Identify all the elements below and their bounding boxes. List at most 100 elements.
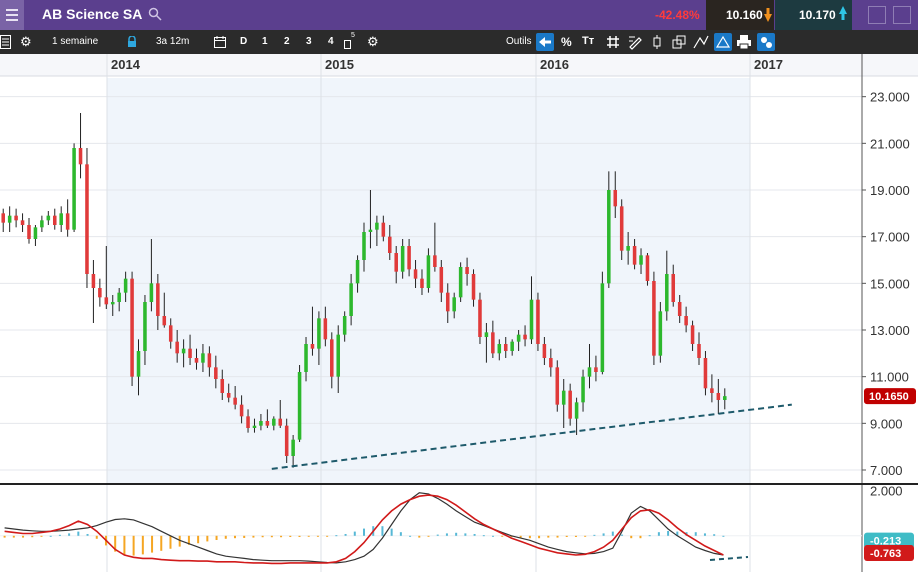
ask-box[interactable]: 10.170 — [775, 0, 852, 30]
candle-body — [194, 358, 199, 363]
candle-body — [175, 341, 179, 354]
interval-3-button[interactable]: 3 — [306, 36, 312, 47]
candle-body — [149, 283, 154, 302]
candle-body — [330, 339, 334, 377]
candle-body — [110, 302, 115, 305]
candle-body — [162, 316, 167, 326]
arrow-left-tool[interactable] — [536, 33, 554, 51]
alert-tool-icon[interactable] — [714, 33, 732, 51]
draw-tool-icon[interactable] — [692, 33, 710, 51]
year-label: 2017 — [754, 57, 783, 72]
chart-canvas[interactable]: 23.000 21.000 19.000 17.000 15.000 13.000 11.0… — [0, 54, 918, 572]
signal-value-label: -0.763 — [870, 548, 901, 560]
candle-body — [85, 164, 89, 274]
chart-area[interactable]: 23.000 21.000 19.000 17.000 15.000 13.000 11.0… — [0, 54, 918, 572]
candle-body — [400, 246, 405, 272]
macd-histogram-bar — [713, 534, 716, 536]
price-tick-label: 15.000 — [870, 276, 910, 291]
macd-histogram-bar — [455, 532, 458, 536]
macd-histogram-bar — [307, 535, 310, 537]
macd-value-label: -0.213 — [870, 536, 901, 548]
pencil-tool-icon[interactable] — [626, 33, 644, 51]
print-icon[interactable] — [735, 33, 753, 51]
macd-histogram-bar — [630, 535, 633, 539]
candle-body — [323, 318, 328, 340]
interval-5-button[interactable]: 5 — [343, 32, 357, 52]
text-tool-icon[interactable]: Tт — [582, 35, 595, 47]
candle-body — [497, 344, 502, 354]
chart-toolbar: ⚙ 1 semaine 3a 12m D 1 2 3 4 5 ⚙ Outils … — [0, 30, 918, 54]
macd-histogram-bar — [703, 533, 706, 536]
macd-histogram-bar — [418, 535, 421, 538]
macd-histogram-bar — [270, 535, 273, 538]
gear-icon[interactable]: ⚙ — [20, 34, 32, 49]
candle-tool-icon[interactable] — [648, 33, 666, 51]
candle-body — [510, 341, 514, 351]
macd-histogram-bar — [335, 535, 338, 537]
candle-body — [246, 416, 250, 428]
candle-body — [7, 215, 12, 223]
interval-4-button[interactable]: 4 — [328, 36, 334, 47]
candle-body — [407, 246, 411, 270]
period-select[interactable]: 1 semaine — [40, 30, 112, 54]
macd-trendline — [709, 556, 749, 561]
restore-window-icon[interactable] — [868, 6, 886, 24]
candle-body — [665, 274, 669, 312]
range-label: 3a 12m — [156, 36, 190, 47]
macd-histogram-bar — [574, 535, 577, 537]
macd-histogram-bar — [501, 535, 504, 537]
macd-histogram-bar — [22, 535, 25, 538]
grid-tool-icon[interactable] — [604, 33, 622, 51]
candle-body — [214, 367, 218, 379]
close-window-icon[interactable] — [893, 6, 911, 24]
interval-1-button[interactable]: 1 — [262, 36, 268, 47]
candle-body — [52, 215, 57, 225]
interval-2-button[interactable]: 2 — [284, 36, 290, 47]
macd-histogram-bar — [160, 535, 163, 551]
candle-body — [317, 318, 321, 349]
document-icon — [344, 40, 351, 49]
candle-body — [336, 334, 341, 377]
candle-body — [201, 353, 205, 363]
layers-tool-icon[interactable] — [670, 33, 688, 51]
macd-histogram-bar — [252, 535, 255, 538]
macd-value-tag — [864, 532, 914, 549]
search-icon[interactable] — [148, 7, 162, 21]
lock-icon[interactable] — [127, 36, 137, 48]
macd-line — [4, 494, 724, 565]
candle-body — [207, 353, 212, 368]
macd-histogram-bar — [12, 535, 15, 538]
macd-histogram-bar — [621, 534, 624, 536]
candle-body — [252, 425, 257, 428]
candle-body — [600, 283, 605, 372]
arrow-down-icon — [764, 8, 772, 22]
candle-body — [465, 267, 469, 274]
candle-body — [362, 232, 366, 260]
chart-settings-icon[interactable] — [757, 33, 775, 51]
candle-body — [349, 283, 353, 316]
list-icon[interactable] — [0, 35, 14, 49]
range-select[interactable]: 3a 12m — [146, 30, 206, 54]
price-tick-label: 13.000 — [870, 323, 910, 338]
candle-body — [188, 348, 192, 358]
candle-body — [420, 278, 424, 288]
macd-histogram-bar — [123, 535, 126, 555]
candle-body — [355, 260, 360, 284]
macd-histogram-bar — [68, 533, 71, 536]
candle-body — [581, 376, 585, 403]
settings-gear-icon[interactable]: ⚙ — [367, 34, 379, 49]
arrow-up-icon — [839, 6, 847, 20]
candle-body — [156, 283, 160, 316]
candle-body — [568, 390, 572, 419]
candle-body — [168, 325, 173, 342]
candle-body — [484, 332, 489, 337]
calendar-icon[interactable] — [214, 36, 226, 48]
macd-histogram-bar — [40, 535, 43, 537]
macd-histogram-bar — [464, 533, 467, 536]
candle-body — [375, 222, 379, 230]
menu-icon[interactable] — [0, 0, 24, 30]
macd-histogram-bar — [95, 535, 98, 539]
interval-d-button[interactable]: D — [240, 36, 248, 47]
bid-box[interactable]: 10.160 — [706, 0, 774, 30]
percent-tool[interactable]: % — [558, 33, 576, 51]
